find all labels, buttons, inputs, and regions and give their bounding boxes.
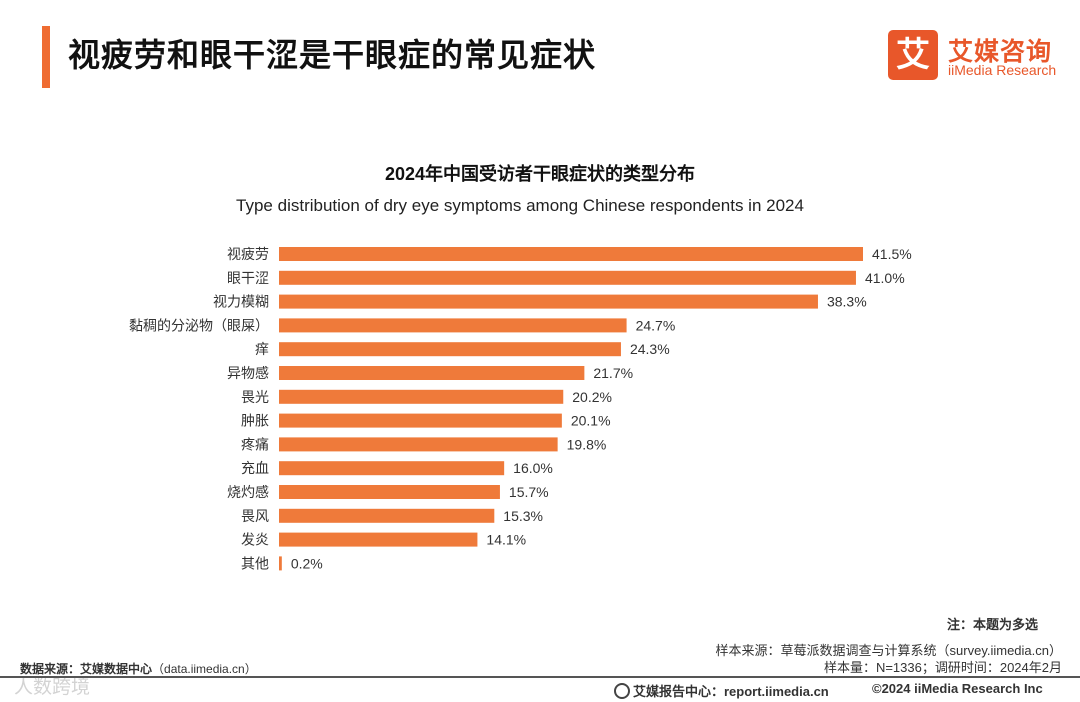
value-label: 38.3% [827, 294, 867, 310]
bar [279, 413, 562, 428]
value-label: 14.1% [486, 532, 526, 548]
category-label: 异物感 [227, 365, 269, 381]
value-label: 15.7% [509, 484, 549, 500]
value-label: 41.0% [865, 270, 905, 286]
bar [279, 508, 495, 523]
category-label: 烧灼感 [227, 484, 269, 500]
bar [279, 342, 621, 357]
copyright: ©2024 iiMedia Research Inc [872, 681, 1043, 696]
logo-text-en: iiMedia Research [948, 62, 1057, 78]
category-label: 其他 [241, 555, 269, 571]
category-label: 视疲劳 [227, 246, 269, 262]
report-center: 艾媒报告中心：report.iimedia.cn [614, 681, 829, 700]
category-label: 眼干涩 [227, 270, 269, 286]
value-label: 0.2% [291, 555, 323, 571]
iimedia-logo: 艾 艾媒咨询 iiMedia Research [888, 30, 1058, 80]
category-label: 畏光 [241, 389, 269, 405]
value-label: 20.2% [572, 389, 612, 405]
page-title: 视疲劳和眼干涩是干眼症的常见症状 [68, 37, 597, 73]
value-label: 24.3% [630, 341, 670, 357]
chart-note: 注：本题为多选 [946, 617, 1038, 632]
category-label: 畏风 [241, 508, 269, 524]
bar [279, 294, 818, 309]
title-accent-bar [42, 26, 50, 88]
watermark: 人数跨境 [14, 677, 91, 698]
sample-size: 样本量：N=1336；调研时间：2024年2月 [823, 660, 1062, 675]
footer-divider [0, 676, 1080, 678]
value-label: 24.7% [636, 317, 676, 333]
category-label: 肿胀 [241, 413, 269, 429]
category-label: 充血 [241, 460, 269, 476]
value-label: 16.0% [513, 460, 553, 476]
value-label: 20.1% [571, 413, 611, 429]
bar [279, 437, 558, 452]
data-source-url: （data.iimedia.cn） [152, 662, 257, 676]
data-source: 数据来源：艾媒数据中心（data.iimedia.cn） [20, 660, 257, 677]
bar [279, 366, 585, 380]
bar [279, 247, 863, 261]
bar [279, 461, 505, 476]
bar [279, 532, 478, 547]
bar [279, 270, 856, 285]
report-center-text: 艾媒报告中心：report.iimedia.cn [633, 684, 829, 699]
value-label: 21.7% [593, 365, 633, 381]
category-label: 痒 [255, 341, 269, 357]
sample-source: 样本来源：草莓派数据调查与计算系统（survey.iimedia.cn） [715, 643, 1062, 658]
value-label: 19.8% [567, 436, 607, 452]
category-label: 疼痛 [241, 436, 269, 452]
bar [279, 556, 282, 571]
value-label: 15.3% [503, 508, 543, 524]
category-label: 发炎 [241, 532, 269, 548]
value-label: 41.5% [872, 246, 912, 262]
bar [279, 485, 500, 499]
logo-mark: 艾 [888, 30, 938, 80]
data-source-label: 数据来源：艾媒数据中心 [20, 662, 153, 676]
bar-chart: 视疲劳 41.5% 眼干涩 41.0% 视力模糊 38.3% 黏稠的分泌物（眼屎） 24.7%… [129, 246, 912, 571]
chart-title: 2024年中国受访者干眼症状的类型分布 [384, 164, 696, 184]
globe-icon [614, 683, 630, 699]
logo-text-cn: 艾媒咨询 [948, 38, 1053, 66]
category-label: 黏稠的分泌物（眼屎） [129, 317, 269, 333]
chart-subtitle: Type distribution of dry eye symptoms am… [236, 196, 804, 215]
category-label: 视力模糊 [213, 294, 269, 310]
bar [279, 318, 627, 333]
bar [279, 389, 564, 404]
